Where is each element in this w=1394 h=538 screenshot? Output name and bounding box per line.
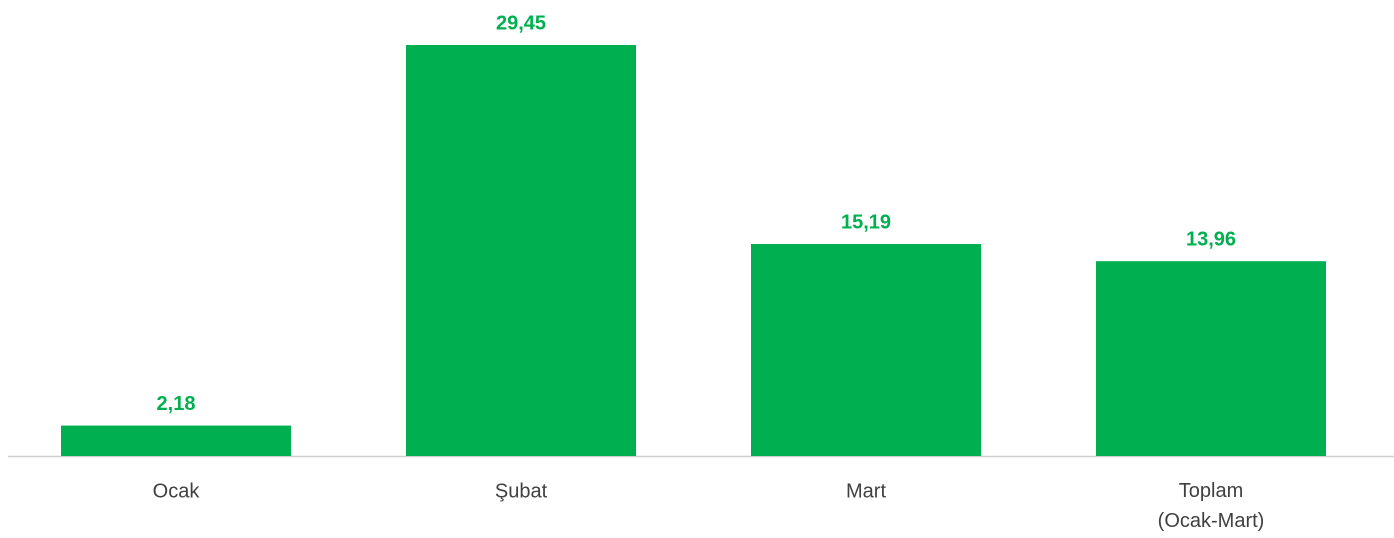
bar xyxy=(406,45,636,456)
value-label: 13,96 xyxy=(1186,228,1236,250)
x-tick-label: Şubat xyxy=(495,480,548,502)
x-tick-label: Ocak xyxy=(153,480,201,502)
value-label: 15,19 xyxy=(841,211,891,233)
x-tick-label: Mart xyxy=(846,480,886,502)
value-label: 2,18 xyxy=(157,393,196,415)
x-tick-label: Toplam (Ocak-Mart) xyxy=(1158,480,1265,532)
value-label: 29,45 xyxy=(496,12,546,34)
bar xyxy=(61,425,291,456)
bar xyxy=(751,244,981,456)
bar xyxy=(1096,261,1326,456)
